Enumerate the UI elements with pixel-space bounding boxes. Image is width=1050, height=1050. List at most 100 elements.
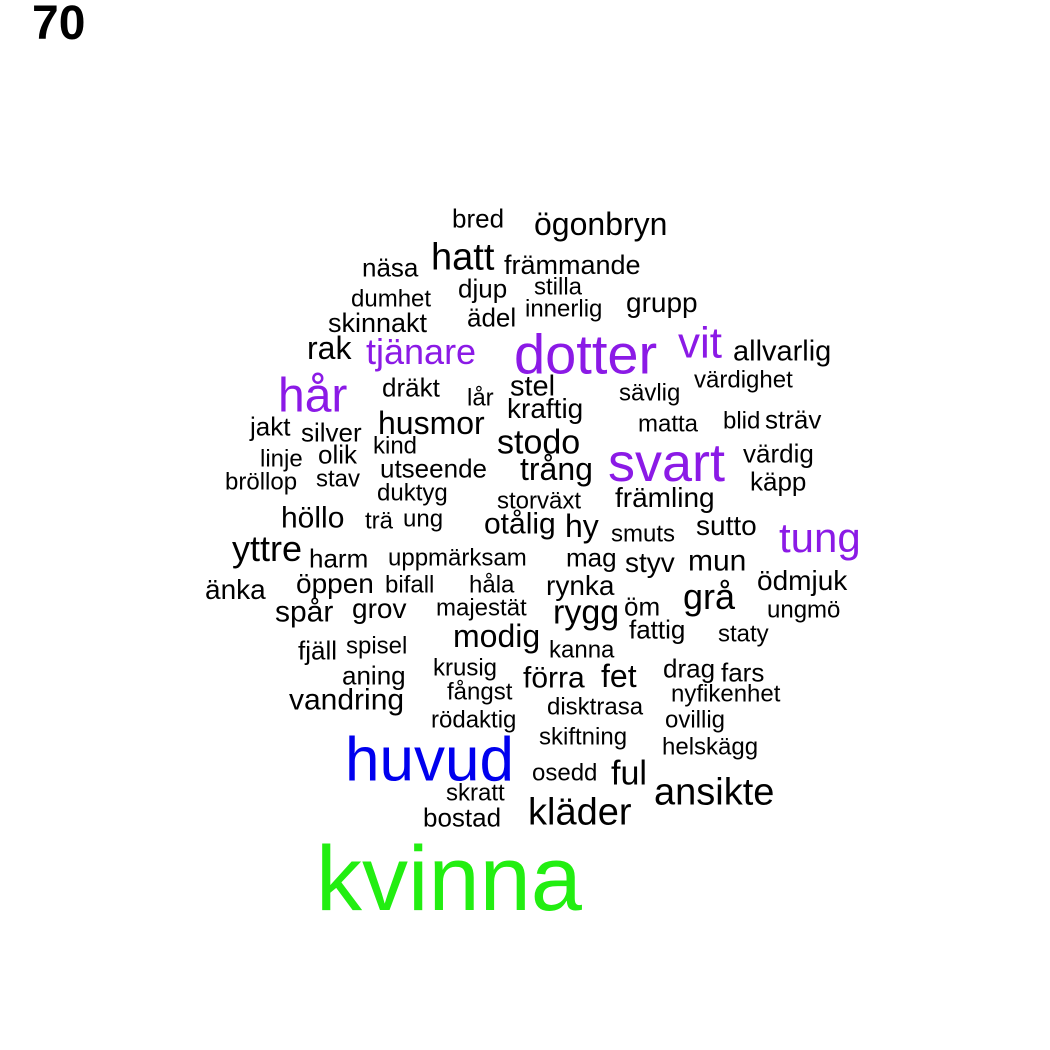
- word-tung: tung: [779, 514, 861, 562]
- word-ansikte: ansikte: [654, 771, 775, 814]
- word-kraftig: kraftig: [507, 393, 584, 425]
- word-stav: stav: [316, 465, 361, 493]
- word-näsa: näsa: [362, 252, 419, 283]
- word-trång: trång: [520, 451, 593, 488]
- word-storväxt: storväxt: [497, 487, 582, 515]
- word-höllo: höllo: [281, 501, 345, 535]
- word-fars: fars: [721, 657, 765, 688]
- word-osedd: osedd: [532, 759, 598, 787]
- word-trä: trä: [365, 507, 394, 535]
- word-duktyg: duktyg: [377, 479, 448, 507]
- word-huvud: huvud: [345, 725, 514, 795]
- word-skiftning: skiftning: [539, 723, 628, 751]
- word-djup: djup: [458, 273, 508, 304]
- word-vandring: vandring: [289, 683, 405, 717]
- word-hår: hår: [278, 369, 348, 423]
- word-utseende: utseende: [380, 453, 487, 484]
- word-skinnakt: skinnakt: [328, 307, 428, 338]
- word-helskägg: helskägg: [662, 733, 759, 761]
- word-hy: hy: [565, 508, 599, 545]
- word-bostad: bostad: [423, 802, 502, 833]
- word-värdighet: värdighet: [694, 366, 793, 394]
- word-kvinna: kvinna: [316, 828, 582, 931]
- word-bifall: bifall: [385, 571, 435, 599]
- word-ovillig: ovillig: [665, 706, 726, 734]
- word-kläder: kläder: [528, 791, 632, 834]
- word-silver: silver: [301, 417, 362, 448]
- word-änka: änka: [205, 574, 266, 606]
- word-disktrasa: disktrasa: [547, 693, 644, 721]
- word-smuts: smuts: [611, 520, 676, 548]
- word-ögonbryn: ögonbryn: [534, 206, 668, 243]
- word-sutto: sutto: [696, 510, 757, 542]
- word-modig: modig: [453, 618, 541, 655]
- word-jakt: jakt: [250, 411, 291, 442]
- word-rynka: rynka: [546, 570, 615, 602]
- word-sträv: sträv: [765, 404, 822, 435]
- word-mun: mun: [688, 544, 747, 578]
- word-ung: ung: [403, 505, 444, 533]
- word-stilla: stilla: [534, 273, 583, 301]
- word-harm: harm: [309, 543, 369, 574]
- word-håla: håla: [469, 571, 515, 599]
- word-nyfikenhet: nyfikenhet: [671, 680, 781, 708]
- word-ödmjuk: ödmjuk: [757, 565, 848, 597]
- word-aning: aning: [342, 660, 406, 691]
- word-tjänare: tjänare: [366, 330, 477, 372]
- word-öm: öm: [624, 591, 661, 622]
- word-värdig: värdig: [743, 438, 814, 469]
- word-krusig: krusig: [433, 654, 498, 682]
- word-svart: svart: [608, 432, 726, 493]
- word-öppen: öppen: [296, 568, 374, 600]
- word-lår: lår: [467, 384, 494, 412]
- word-rak: rak: [307, 330, 352, 367]
- word-ädel: ädel: [467, 302, 517, 333]
- word-spisel: spisel: [346, 632, 408, 660]
- word-stel: stel: [510, 370, 556, 403]
- word-matta: matta: [638, 410, 699, 438]
- word-fångst: fångst: [447, 678, 513, 706]
- word-linje: linje: [260, 445, 303, 473]
- word-rödaktig: rödaktig: [431, 706, 517, 734]
- word-innerlig: innerlig: [525, 295, 603, 323]
- word-ungmö: ungmö: [767, 596, 841, 624]
- word-ful: ful: [611, 754, 647, 793]
- word-främmande: främmande: [504, 249, 641, 280]
- word-staty: staty: [718, 620, 769, 648]
- word-stodo: stodo: [497, 423, 581, 462]
- word-styv: styv: [625, 547, 675, 579]
- word-fet: fet: [601, 658, 637, 695]
- word-fjäll: fjäll: [298, 635, 338, 666]
- word-blid: blid: [723, 407, 761, 435]
- word-förra: förra: [523, 661, 585, 695]
- word-käpp: käpp: [750, 466, 807, 497]
- word-bred: bred: [452, 203, 505, 234]
- word-grov: grov: [352, 593, 407, 625]
- word-kanna: kanna: [549, 636, 615, 664]
- word-husmor: husmor: [378, 405, 485, 442]
- word-allvarlig: allvarlig: [733, 335, 832, 368]
- word-mag: mag: [566, 542, 617, 573]
- word-majestät: majestät: [436, 594, 527, 622]
- word-hatt: hatt: [431, 236, 495, 279]
- word-grupp: grupp: [626, 287, 698, 319]
- word-drag: drag: [663, 653, 716, 684]
- word-uppmärksam: uppmärksam: [388, 544, 527, 572]
- word-sävlig: sävlig: [619, 379, 681, 407]
- word-kind: kind: [373, 432, 418, 460]
- word-yttre: yttre: [232, 527, 303, 569]
- word-bröllop: bröllop: [225, 468, 298, 496]
- page-number: 70: [32, 0, 86, 50]
- word-vit: vit: [678, 318, 722, 368]
- word-dotter: dotter: [514, 322, 658, 386]
- word-fattig: fattig: [629, 614, 686, 645]
- word-otålig: otålig: [484, 507, 556, 541]
- word-spår: spår: [275, 595, 334, 629]
- word-skratt: skratt: [446, 779, 505, 807]
- word-främling: främling: [615, 482, 715, 514]
- word-grå: grå: [683, 575, 736, 617]
- word-dumhet: dumhet: [351, 285, 432, 313]
- word-dräkt: dräkt: [382, 372, 440, 403]
- word-rygg: rygg: [553, 593, 620, 632]
